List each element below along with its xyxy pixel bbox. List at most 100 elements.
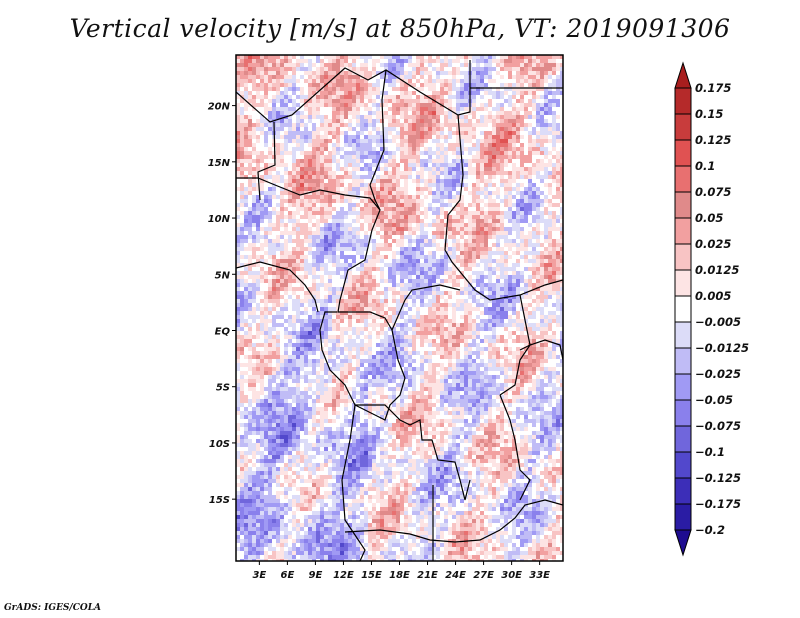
field-cell <box>340 103 344 107</box>
field-cell <box>528 179 532 183</box>
field-cell <box>504 159 508 163</box>
field-cell <box>496 63 500 67</box>
field-cell <box>432 263 436 267</box>
field-cell <box>336 215 340 219</box>
field-cell <box>240 151 244 155</box>
field-cell <box>316 71 320 75</box>
field-cell <box>388 143 392 147</box>
field-cell <box>260 263 264 267</box>
field-cell <box>412 155 416 159</box>
field-cell <box>428 71 432 75</box>
field-cell <box>380 179 384 183</box>
field-cell <box>532 191 536 195</box>
field-cell <box>348 171 352 175</box>
field-cell <box>488 87 492 91</box>
field-cell <box>436 259 440 263</box>
field-cell <box>448 179 452 183</box>
field-cell <box>316 219 320 223</box>
field-cell <box>276 75 280 79</box>
field-cell <box>352 79 356 83</box>
field-cell <box>544 243 548 247</box>
field-cell <box>372 239 376 243</box>
field-cell <box>476 175 480 179</box>
field-cell <box>300 235 304 239</box>
field-cell <box>376 75 380 79</box>
field-cell <box>488 215 492 219</box>
field-cell <box>448 295 452 299</box>
field-cell <box>476 283 480 287</box>
field-cell <box>460 111 464 115</box>
field-cell <box>368 87 372 91</box>
field-cell <box>484 271 488 275</box>
field-cell <box>524 63 528 67</box>
field-cell <box>556 91 560 95</box>
field-cell <box>420 191 424 195</box>
field-cell <box>332 63 336 67</box>
field-cell <box>328 63 332 67</box>
field-cell <box>256 279 260 283</box>
field-cell <box>540 215 544 219</box>
field-cell <box>496 239 500 243</box>
field-cell <box>488 247 492 251</box>
field-cell <box>276 59 280 63</box>
field-cell <box>252 283 256 287</box>
field-cell <box>408 199 412 203</box>
field-cell <box>556 243 560 247</box>
field-cell <box>340 239 344 243</box>
field-cell <box>348 199 352 203</box>
field-cell <box>488 267 492 271</box>
field-cell <box>396 123 400 127</box>
field-cell <box>560 135 563 139</box>
field-cell <box>440 295 444 299</box>
field-cell <box>516 107 520 111</box>
field-cell <box>432 211 436 215</box>
field-cell <box>244 167 248 171</box>
field-cell <box>332 139 336 143</box>
field-cell <box>436 87 440 91</box>
field-cell <box>256 115 260 119</box>
field-cell <box>356 199 360 203</box>
field-cell <box>360 55 364 59</box>
field-cell <box>320 67 324 71</box>
field-cell <box>492 175 496 179</box>
field-cell <box>344 195 348 199</box>
field-cell <box>488 99 492 103</box>
field-cell <box>360 223 364 227</box>
field-cell <box>428 275 432 279</box>
field-cell <box>292 119 296 123</box>
field-cell <box>432 251 436 255</box>
field-cell <box>404 283 408 287</box>
field-cell <box>496 55 500 59</box>
field-cell <box>264 231 268 235</box>
field-cell <box>240 99 244 103</box>
field-cell <box>268 239 272 243</box>
field-cell <box>316 243 320 247</box>
field-cell <box>356 271 360 275</box>
field-cell <box>332 267 336 271</box>
field-cell <box>284 219 288 223</box>
field-cell <box>244 71 248 75</box>
field-cell <box>340 79 344 83</box>
field-cell <box>532 115 536 119</box>
field-cell <box>280 183 284 187</box>
field-cell <box>468 251 472 255</box>
field-cell <box>388 207 392 211</box>
field-cell <box>532 63 536 67</box>
field-cell <box>456 63 460 67</box>
field-cell <box>436 115 440 119</box>
field-cell <box>448 163 452 167</box>
field-cell <box>320 199 324 203</box>
field-cell <box>348 295 352 299</box>
field-cell <box>380 239 384 243</box>
field-cell <box>236 111 240 115</box>
field-cell <box>412 223 416 227</box>
field-cell <box>328 287 332 291</box>
field-cell <box>408 103 412 107</box>
field-cell <box>524 275 528 279</box>
field-cell <box>524 67 528 71</box>
field-cell <box>300 263 304 267</box>
field-cell <box>464 175 468 179</box>
field-cell <box>496 187 500 191</box>
field-cell <box>504 95 508 99</box>
field-cell <box>376 251 380 255</box>
